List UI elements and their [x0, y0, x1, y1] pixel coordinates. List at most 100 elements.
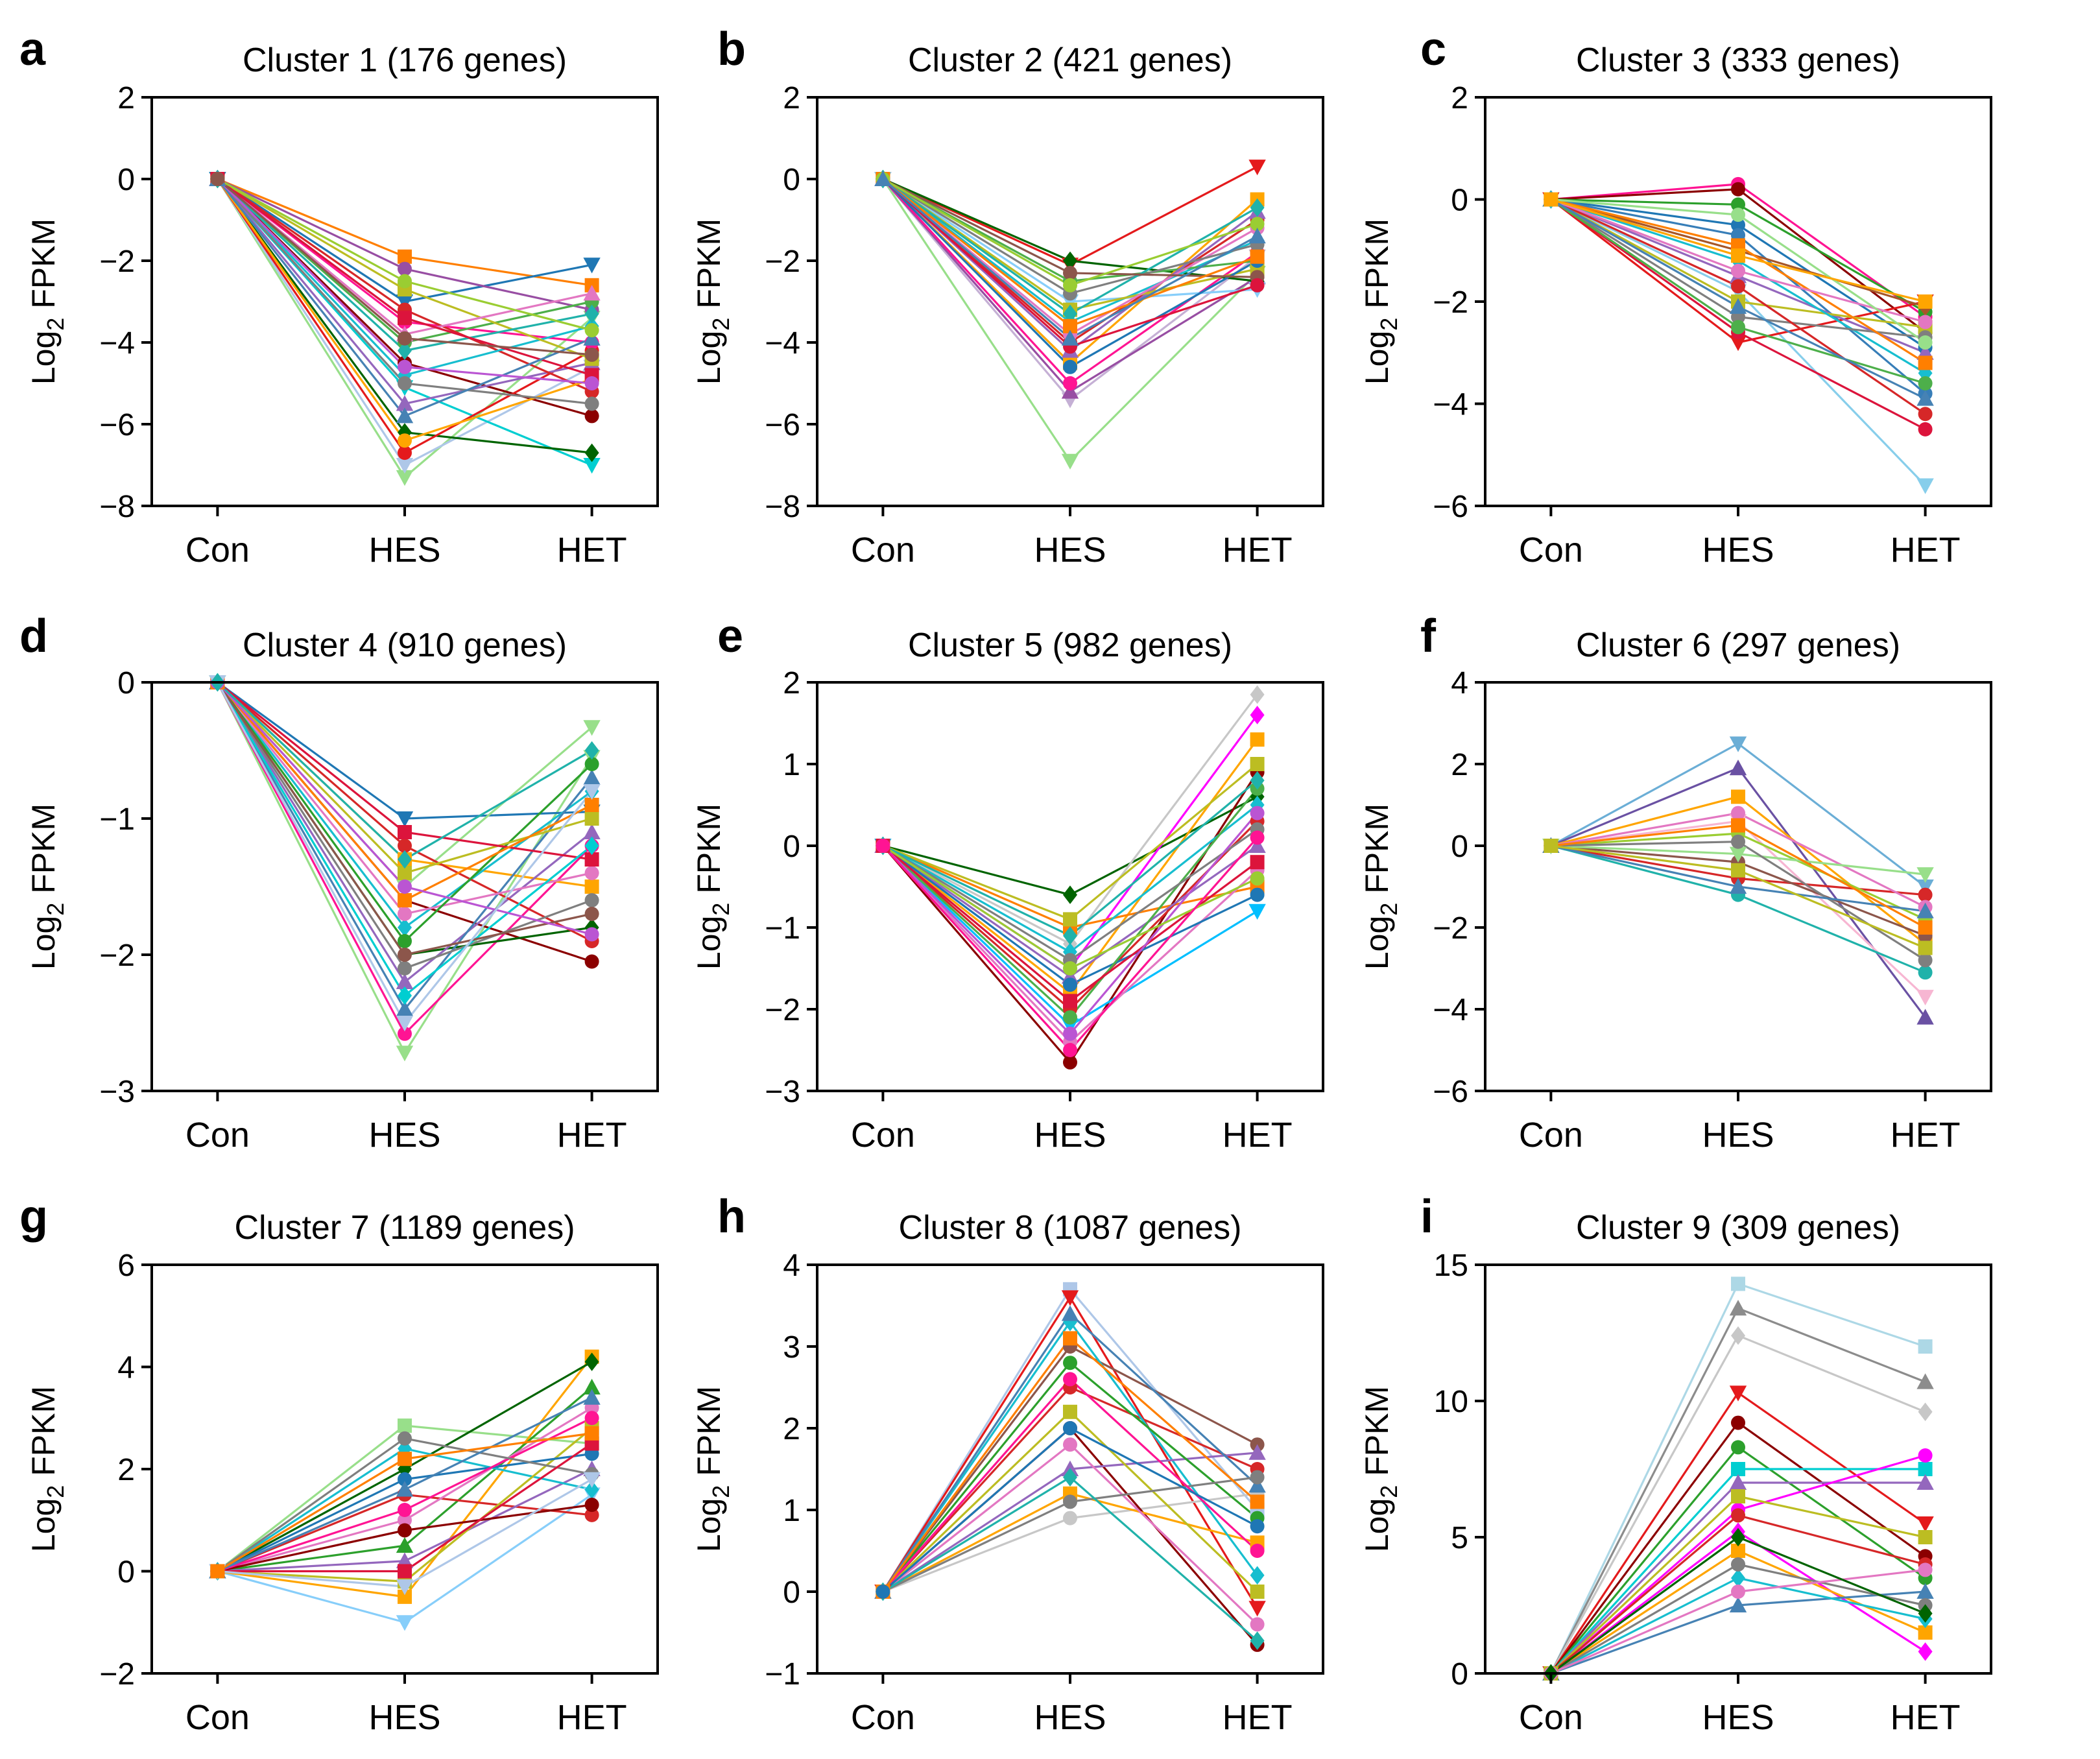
data-point: [1729, 760, 1747, 776]
data-point: [584, 323, 599, 338]
data-point: [398, 961, 412, 975]
y-axis-label: Log2 FPKM: [1359, 1386, 1402, 1552]
data-point: [1918, 294, 1933, 309]
y-tick-label: −6: [99, 408, 135, 442]
data-point: [1250, 1585, 1265, 1599]
data-point: [1916, 867, 1934, 883]
panel-label-f: f: [1420, 610, 1437, 662]
data-point: [398, 948, 412, 962]
y-tick-label: 4: [783, 1249, 800, 1283]
data-point: [1918, 407, 1933, 422]
x-tick-label: Con: [185, 1698, 250, 1737]
data-point: [396, 973, 414, 989]
x-tick-label: HET: [1223, 1698, 1293, 1737]
data-point: [1918, 1402, 1933, 1422]
x-tick-label: Con: [185, 1116, 250, 1155]
data-point: [210, 1564, 225, 1579]
panel-g: g Cluster 7 (1189 genes) −2 0 2 4 6 Con HES HET Lo…: [19, 1191, 659, 1737]
data-point: [398, 1503, 412, 1517]
series-group: [209, 673, 601, 1062]
data-point: [1731, 1489, 1745, 1503]
data-point: [1916, 1583, 1934, 1599]
y-tick-label: 4: [1451, 666, 1468, 700]
data-point: [1729, 298, 1747, 314]
data-point: [1063, 1331, 1077, 1346]
data-point: [1918, 355, 1933, 370]
x-tick-label: HET: [1891, 531, 1961, 569]
y-axis-label: Log2 FPKM: [1359, 804, 1402, 970]
data-point: [583, 1378, 601, 1394]
data-point: [1729, 1300, 1747, 1316]
series-group: [1542, 1276, 1934, 1683]
data-point: [396, 294, 414, 311]
data-point: [584, 811, 599, 826]
x-tick-label: HET: [557, 531, 627, 569]
data-point: [1063, 1404, 1077, 1419]
y-tick-label: −4: [99, 326, 135, 361]
data-point: [1916, 1009, 1934, 1025]
data-point: [1918, 940, 1933, 955]
data-point: [1248, 837, 1266, 853]
data-point: [1731, 279, 1745, 294]
data-point: [1250, 806, 1265, 820]
data-point: [1248, 228, 1266, 244]
y-tick-label: 0: [117, 163, 135, 197]
panel-label-g: g: [19, 1191, 48, 1243]
data-point: [1918, 887, 1933, 902]
data-point: [1918, 422, 1933, 437]
data-point: [1250, 732, 1265, 747]
data-point: [1063, 961, 1077, 975]
data-point: [398, 850, 412, 869]
data-point: [210, 172, 225, 186]
panel-c: c Cluster 3 (333 genes) −6 −4 −2 0 2 Con HES HET L…: [1359, 23, 1992, 569]
y-tick-label: 0: [1451, 1657, 1468, 1692]
series-group: [209, 1349, 601, 1631]
data-point: [1061, 1305, 1079, 1321]
y-tick-label: −1: [765, 1657, 800, 1692]
x-tick-label: HES: [368, 531, 440, 569]
data-point: [1731, 863, 1745, 878]
x-tick-label: Con: [851, 1698, 915, 1737]
data-point: [1918, 315, 1933, 329]
data-point: [398, 359, 412, 374]
data-point: [584, 1480, 599, 1499]
y-tick-label: 0: [117, 666, 135, 700]
y-axis-label: Log2 FPKM: [691, 804, 734, 970]
y-tick-label: 2: [117, 1453, 135, 1487]
x-tick-label: HES: [1034, 1698, 1106, 1737]
data-point: [398, 1564, 412, 1579]
data-point: [398, 893, 412, 907]
data-point: [1731, 1326, 1745, 1345]
data-point: [396, 1537, 414, 1553]
data-point: [1250, 249, 1265, 264]
data-point: [1731, 1440, 1745, 1455]
data-point: [1731, 182, 1745, 197]
data-point: [396, 1615, 414, 1631]
data-point: [398, 880, 412, 894]
panel-i: i Cluster 9 (309 genes) 0 5 10 15 Con HES HET Log…: [1359, 1191, 1992, 1737]
y-tick-label: 6: [117, 1249, 135, 1283]
data-point: [396, 395, 414, 411]
x-tick-label: HES: [1702, 531, 1774, 569]
data-point: [584, 1411, 599, 1426]
data-point: [1731, 217, 1745, 232]
data-point: [1918, 1530, 1933, 1544]
data-point: [398, 1431, 412, 1446]
x-tick-label: Con: [1519, 1116, 1583, 1155]
data-point: [584, 757, 599, 771]
y-tick-label: 1: [783, 748, 800, 782]
data-point: [1731, 806, 1745, 820]
data-point: [583, 1389, 601, 1405]
data-point: [398, 839, 412, 853]
data-point: [1063, 376, 1077, 390]
data-point: [584, 866, 599, 880]
y-tick-label: −2: [99, 245, 135, 279]
panel-h: h Cluster 8 (1087 genes) −1 0 1 2 3 4 Con HES HET L…: [691, 1191, 1324, 1737]
data-point: [584, 836, 599, 856]
data-point: [1063, 1372, 1077, 1387]
data-point: [1250, 198, 1265, 217]
panel-a: a Cluster 1 (176 genes) −8 −6 −4 −2 0 2 Con HES HE…: [19, 23, 659, 569]
data-point: [1918, 1462, 1933, 1476]
data-point: [1916, 902, 1934, 918]
data-point: [1061, 329, 1079, 346]
